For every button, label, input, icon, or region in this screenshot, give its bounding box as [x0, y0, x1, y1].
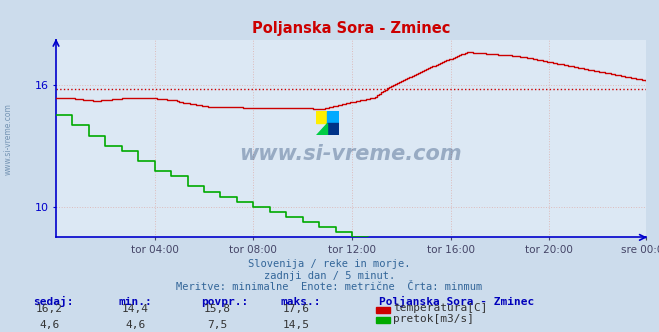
- Text: povpr.:: povpr.:: [201, 297, 248, 307]
- Text: www.si-vreme.com: www.si-vreme.com: [240, 144, 462, 164]
- Text: Meritve: minimalne  Enote: metrične  Črta: minmum: Meritve: minimalne Enote: metrične Črta:…: [177, 283, 482, 292]
- Text: temperatura[C]: temperatura[C]: [393, 303, 487, 313]
- Text: sedaj:: sedaj:: [33, 296, 73, 307]
- Text: 17,6: 17,6: [283, 304, 310, 314]
- Text: Slovenija / reke in morje.: Slovenija / reke in morje.: [248, 259, 411, 269]
- Text: min.:: min.:: [119, 297, 152, 307]
- Text: 7,5: 7,5: [208, 320, 227, 330]
- Text: 4,6: 4,6: [125, 320, 145, 330]
- Title: Poljanska Sora - Zminec: Poljanska Sora - Zminec: [252, 21, 450, 36]
- Text: 4,6: 4,6: [40, 320, 59, 330]
- Text: 14,4: 14,4: [122, 304, 148, 314]
- Text: pretok[m3/s]: pretok[m3/s]: [393, 314, 474, 324]
- Text: zadnji dan / 5 minut.: zadnji dan / 5 minut.: [264, 271, 395, 281]
- Text: 14,5: 14,5: [283, 320, 310, 330]
- Text: maks.:: maks.:: [280, 297, 320, 307]
- Text: 16,2: 16,2: [36, 304, 63, 314]
- Text: www.si-vreme.com: www.si-vreme.com: [3, 104, 13, 175]
- Text: Poljanska Sora - Zminec: Poljanska Sora - Zminec: [379, 296, 534, 307]
- Text: 15,8: 15,8: [204, 304, 231, 314]
